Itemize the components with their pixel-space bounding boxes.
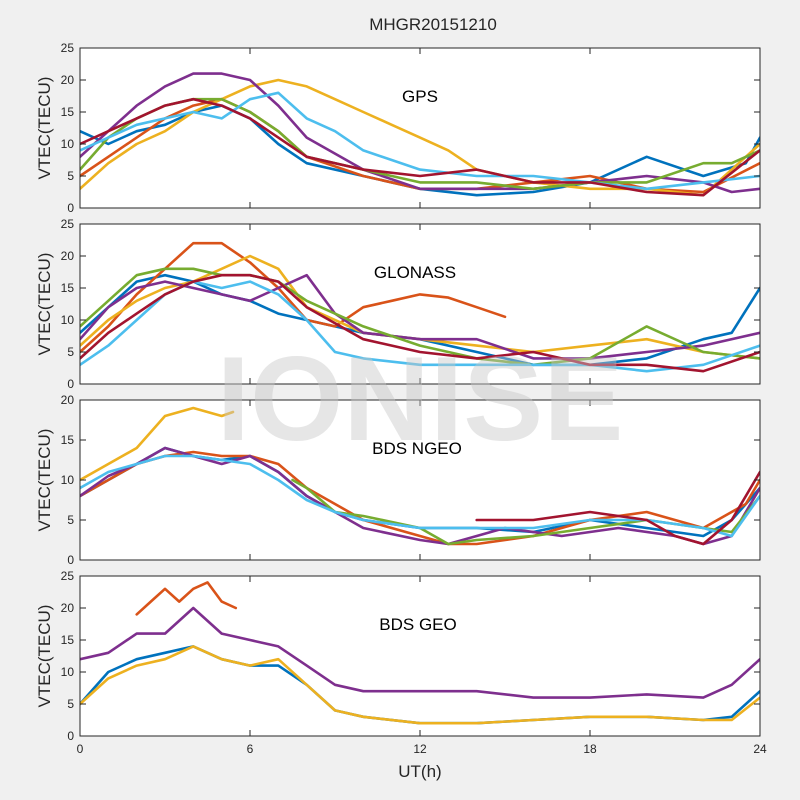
- x-tick-label: 0: [77, 742, 84, 756]
- series-group: [80, 241, 760, 373]
- y-tick-label: 5: [67, 345, 74, 359]
- y-tick-label: 20: [61, 249, 75, 263]
- series-line-4: [80, 273, 760, 360]
- y-tick-label: 15: [61, 633, 75, 647]
- series-line-7: [80, 273, 760, 373]
- panel-2: 0 5 10 15 20 25 VTEC(TECU) GLONASS: [35, 217, 761, 391]
- x-tick-label: 24: [753, 742, 767, 756]
- plot-area: [80, 400, 760, 560]
- y-tick-label: 10: [61, 665, 75, 679]
- x-tick-label: 18: [583, 742, 597, 756]
- series-line-1: [80, 104, 760, 197]
- y-tick-label: 10: [61, 473, 75, 487]
- y-tick-label: 15: [61, 281, 75, 295]
- series-line-4: [80, 606, 760, 699]
- y-tick-label: 10: [61, 313, 75, 327]
- y-tick-label: 25: [61, 217, 75, 231]
- y-tick-label: 0: [67, 553, 74, 567]
- series-line-2: [80, 241, 507, 354]
- figure-title: MHGR20151210: [369, 15, 497, 34]
- y-tick-label: 10: [61, 137, 75, 151]
- y-tick-label: 0: [67, 201, 74, 215]
- series-group: [80, 72, 760, 197]
- watermark: IONISE: [217, 332, 624, 466]
- series-line-3: [80, 406, 235, 482]
- y-tick-label: 5: [67, 513, 74, 527]
- y-axis-label: VTEC(TECU): [35, 605, 54, 708]
- series-line-7: [475, 470, 760, 546]
- y-tick-label: 15: [61, 105, 75, 119]
- y-tick-label: 25: [61, 41, 75, 55]
- y-tick-label: 20: [61, 73, 75, 87]
- y-tick-label: 0: [67, 377, 74, 391]
- series-group: [80, 581, 760, 725]
- panel-3: 0 5 10 15 20 VTEC(TECU) BDS NGEO: [35, 393, 761, 567]
- y-tick-label: 25: [61, 569, 75, 583]
- panels-group: 0 5 10 15 20 25 VTEC(TECU) GPS 0 5 10 15 20 25 VTEC(TE…: [35, 41, 767, 756]
- series-line-7: [80, 97, 760, 197]
- series-line-4: [80, 446, 760, 546]
- panel-label: GPS: [402, 87, 438, 106]
- panel-4: 0 5 10 15 20 25 0 6 12 18 24 VTEC(TECU) BDS GEO: [35, 569, 767, 756]
- series-line-2: [135, 581, 238, 616]
- panel-label: BDS NGEO: [372, 439, 462, 458]
- x-tick-label: 6: [247, 742, 254, 756]
- x-tick-label: 12: [413, 742, 427, 756]
- plot-area: [80, 576, 760, 736]
- y-tick-label: 15: [61, 433, 75, 447]
- series-line-5: [80, 267, 760, 367]
- y-tick-label: 0: [67, 729, 74, 743]
- x-axis-label: UT(h): [398, 762, 441, 781]
- plot-area: [80, 48, 760, 208]
- panel-label: BDS GEO: [379, 615, 456, 634]
- series-line-3: [80, 78, 760, 197]
- y-axis-label: VTEC(TECU): [35, 429, 54, 532]
- panel-label: GLONASS: [374, 263, 456, 282]
- y-axis-label: VTEC(TECU): [35, 77, 54, 180]
- y-tick-label: 20: [61, 601, 75, 615]
- y-tick-label: 5: [67, 697, 74, 711]
- series-group: [80, 406, 760, 546]
- y-tick-label: 5: [67, 169, 74, 183]
- series-line-3: [80, 645, 760, 725]
- y-axis-label: VTEC(TECU): [35, 253, 54, 356]
- y-tick-label: 20: [61, 393, 75, 407]
- series-line-4: [80, 72, 760, 194]
- panel-1: 0 5 10 15 20 25 VTEC(TECU) GPS: [35, 41, 761, 215]
